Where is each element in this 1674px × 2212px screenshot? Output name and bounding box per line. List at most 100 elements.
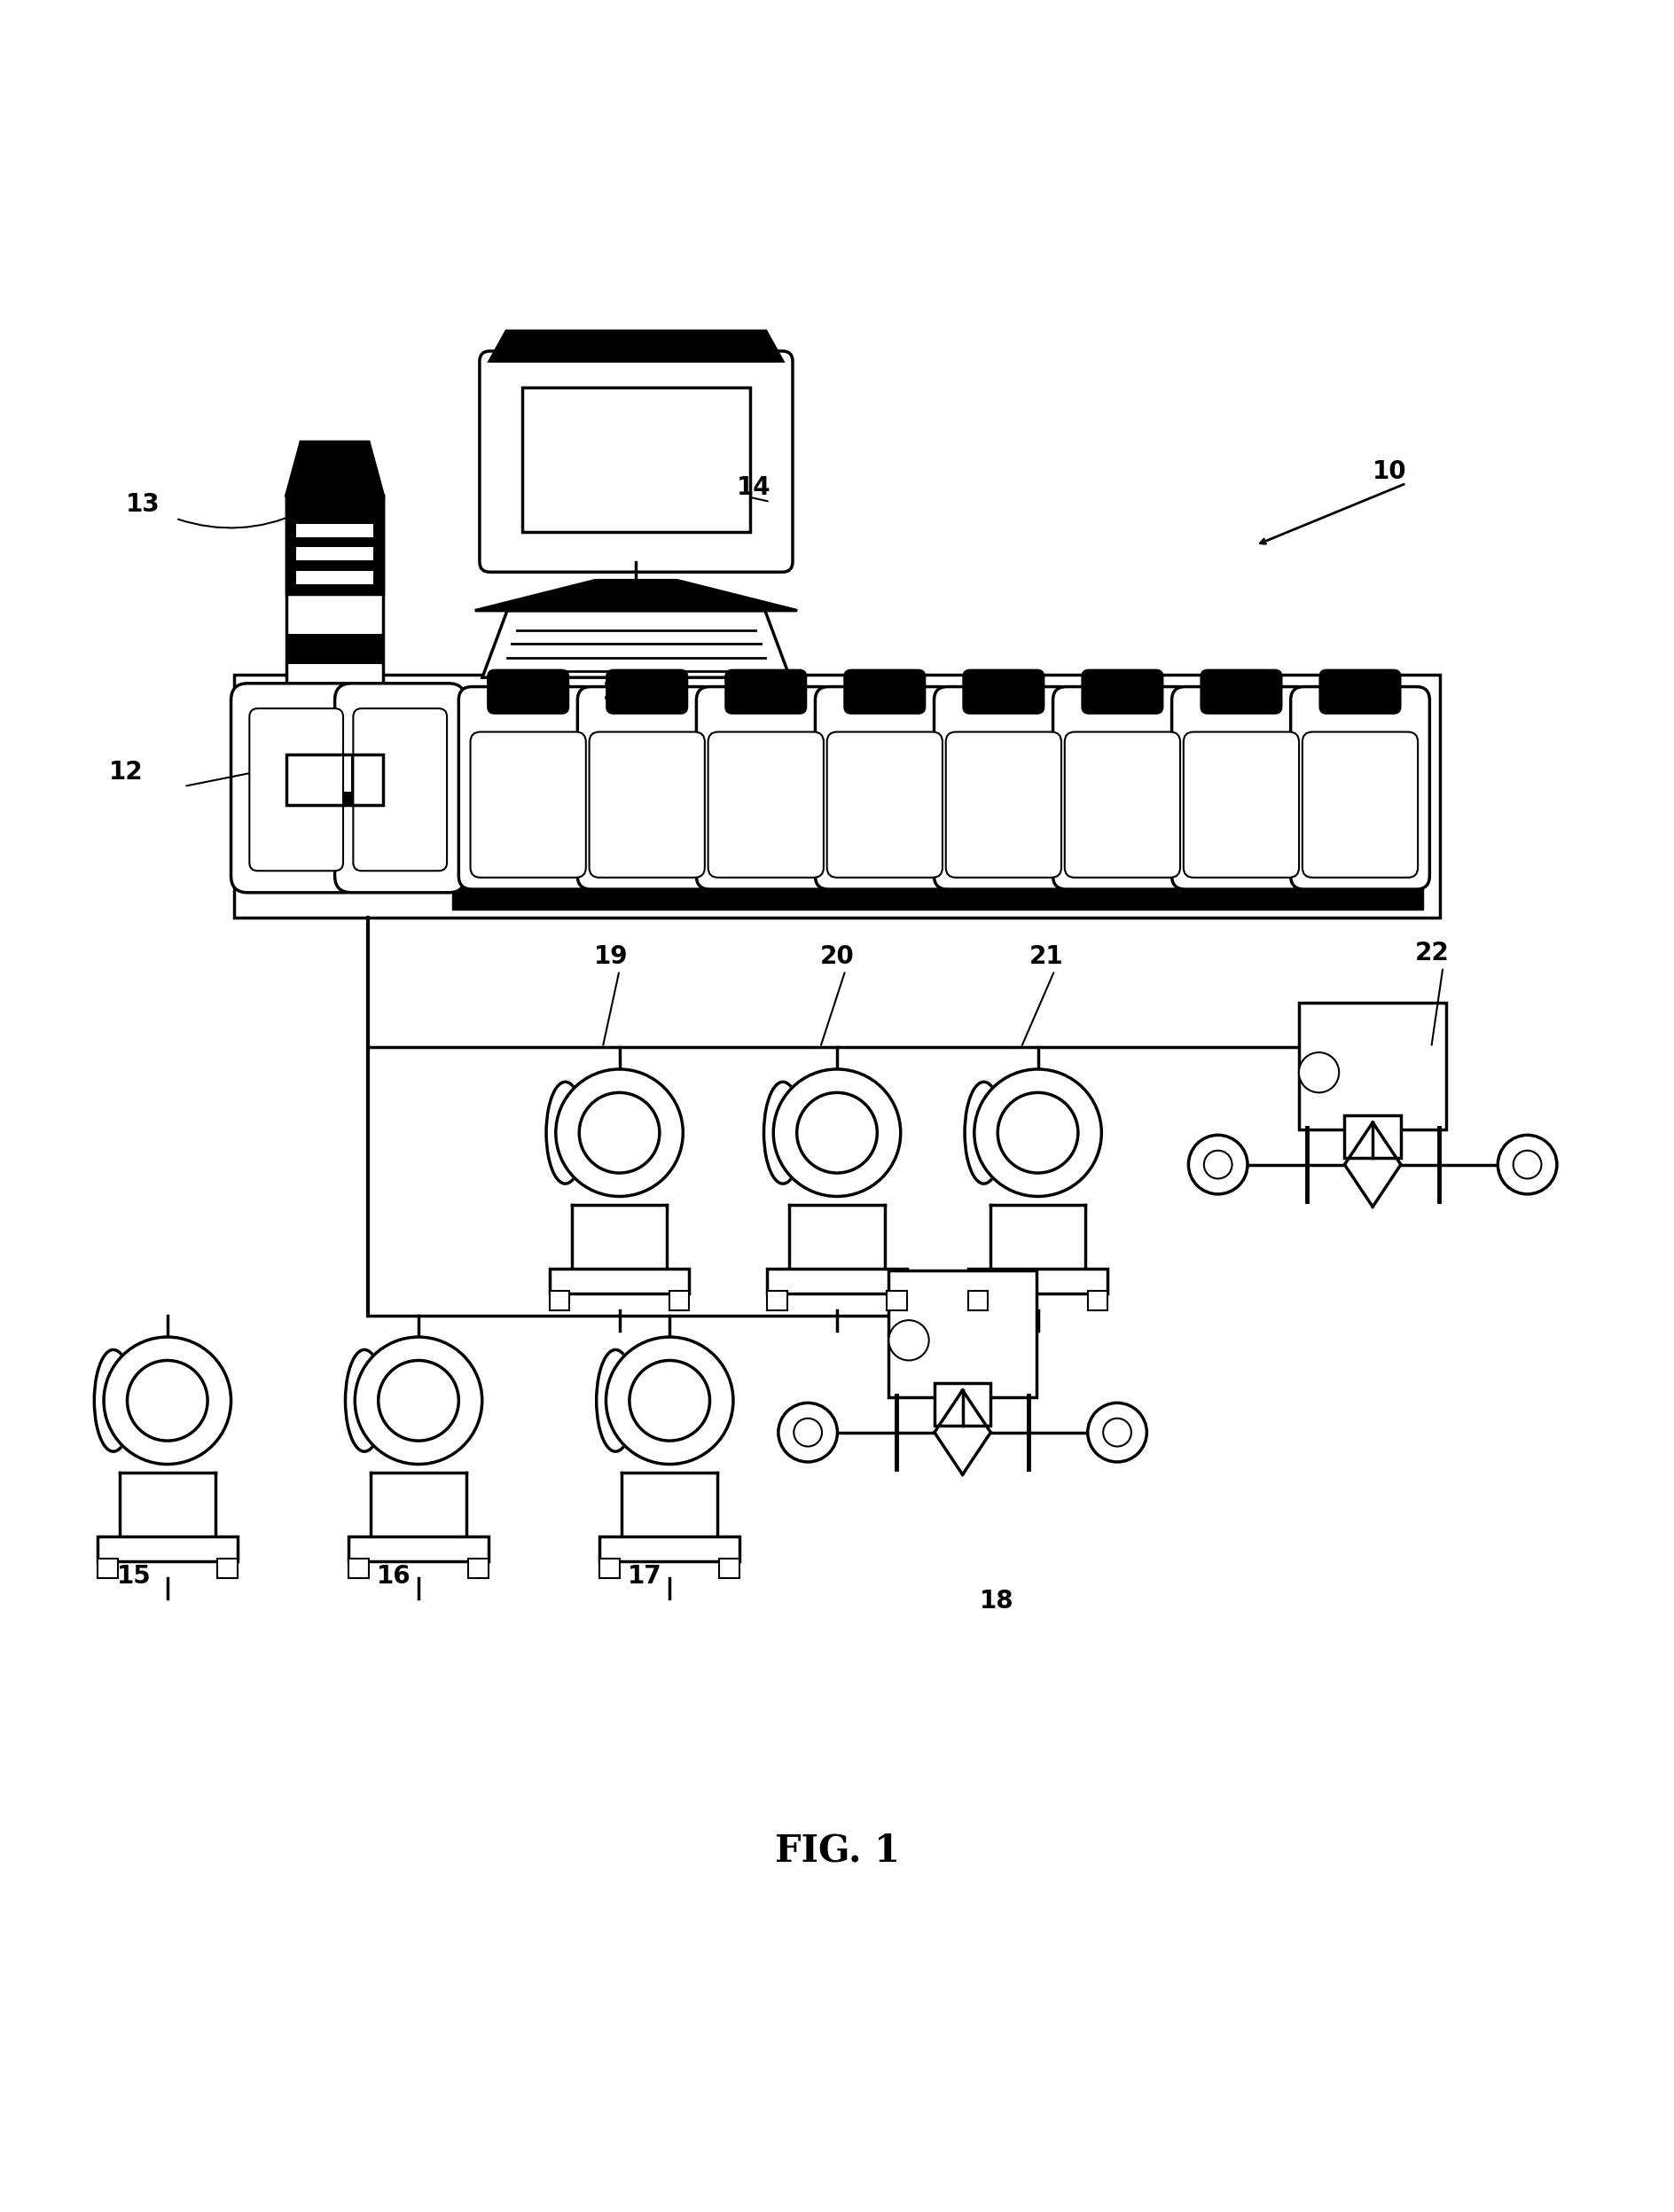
Circle shape <box>629 1360 710 1440</box>
FancyBboxPatch shape <box>725 670 807 714</box>
Circle shape <box>1513 1150 1542 1179</box>
Text: 21: 21 <box>1030 945 1063 969</box>
Bar <box>296 571 373 584</box>
FancyBboxPatch shape <box>946 732 1061 878</box>
Bar <box>296 546 373 560</box>
Text: 22: 22 <box>1415 940 1450 967</box>
Text: FIG. 1: FIG. 1 <box>775 1832 899 1869</box>
Text: 26: 26 <box>494 679 529 706</box>
Text: 16: 16 <box>377 1564 410 1588</box>
Bar <box>968 1267 1108 1294</box>
Text: 12: 12 <box>109 761 142 785</box>
Circle shape <box>773 1068 901 1197</box>
Circle shape <box>556 1068 683 1197</box>
Bar <box>767 1267 907 1294</box>
Polygon shape <box>475 580 797 611</box>
FancyBboxPatch shape <box>1081 670 1163 714</box>
Circle shape <box>1088 1402 1147 1462</box>
Circle shape <box>127 1360 208 1440</box>
Circle shape <box>797 1093 877 1172</box>
Circle shape <box>974 1068 1101 1197</box>
FancyBboxPatch shape <box>335 684 465 894</box>
Bar <box>522 387 750 531</box>
FancyBboxPatch shape <box>1302 732 1418 878</box>
Circle shape <box>104 1336 231 1464</box>
FancyBboxPatch shape <box>353 708 447 872</box>
Circle shape <box>1204 1150 1232 1179</box>
Bar <box>720 1557 740 1579</box>
Circle shape <box>889 1321 929 1360</box>
Circle shape <box>778 1402 837 1462</box>
FancyBboxPatch shape <box>1172 686 1311 889</box>
Bar <box>934 1382 991 1425</box>
Bar <box>452 878 1423 909</box>
Bar <box>352 754 377 792</box>
Text: 17: 17 <box>628 1564 661 1588</box>
Text: 18: 18 <box>979 1588 1013 1613</box>
Text: 28: 28 <box>603 679 638 706</box>
FancyBboxPatch shape <box>844 670 926 714</box>
Bar <box>670 1290 690 1310</box>
FancyBboxPatch shape <box>1053 686 1192 889</box>
Circle shape <box>1498 1135 1557 1194</box>
Polygon shape <box>489 332 783 361</box>
FancyBboxPatch shape <box>249 708 343 872</box>
FancyBboxPatch shape <box>578 686 716 889</box>
Bar <box>97 1557 117 1579</box>
Circle shape <box>606 1336 733 1464</box>
Bar <box>293 792 377 805</box>
Bar <box>889 1270 1036 1398</box>
Bar <box>286 495 383 595</box>
Circle shape <box>355 1336 482 1464</box>
Circle shape <box>793 1418 822 1447</box>
Text: 15: 15 <box>117 1564 152 1588</box>
Bar <box>599 1557 619 1579</box>
Bar <box>218 1557 238 1579</box>
Circle shape <box>1189 1135 1247 1194</box>
FancyBboxPatch shape <box>696 686 835 889</box>
Bar <box>286 495 383 754</box>
FancyBboxPatch shape <box>479 352 793 573</box>
Bar <box>599 1535 740 1562</box>
FancyBboxPatch shape <box>589 732 705 878</box>
Circle shape <box>378 1360 459 1440</box>
Bar <box>1299 1002 1446 1130</box>
FancyBboxPatch shape <box>1184 732 1299 878</box>
Bar <box>549 1290 569 1310</box>
Circle shape <box>1103 1418 1132 1447</box>
FancyBboxPatch shape <box>934 686 1073 889</box>
Text: 20: 20 <box>820 945 855 969</box>
Bar <box>286 635 383 664</box>
FancyBboxPatch shape <box>459 686 598 889</box>
Bar <box>296 524 373 538</box>
FancyBboxPatch shape <box>231 684 362 894</box>
Bar <box>1344 1115 1401 1157</box>
FancyBboxPatch shape <box>1291 686 1430 889</box>
Bar <box>97 1535 238 1562</box>
Bar <box>348 1535 489 1562</box>
Text: 14: 14 <box>737 476 770 500</box>
FancyBboxPatch shape <box>815 686 954 889</box>
Polygon shape <box>482 611 790 677</box>
Text: 10: 10 <box>1373 458 1406 484</box>
Bar <box>452 854 1423 874</box>
Bar <box>887 1290 907 1310</box>
Bar <box>549 1267 690 1294</box>
Text: 13: 13 <box>126 493 159 518</box>
Polygon shape <box>286 442 383 495</box>
Circle shape <box>1299 1053 1339 1093</box>
Circle shape <box>579 1093 660 1172</box>
FancyBboxPatch shape <box>827 732 942 878</box>
Bar <box>234 675 1440 918</box>
FancyBboxPatch shape <box>470 732 586 878</box>
Bar <box>286 754 383 805</box>
Bar <box>1088 1290 1108 1310</box>
FancyBboxPatch shape <box>708 732 824 878</box>
FancyBboxPatch shape <box>487 670 569 714</box>
Bar <box>968 1290 988 1310</box>
Bar <box>293 754 318 792</box>
Bar <box>469 1557 489 1579</box>
FancyBboxPatch shape <box>1200 670 1282 714</box>
Bar <box>767 1290 787 1310</box>
FancyBboxPatch shape <box>963 670 1045 714</box>
